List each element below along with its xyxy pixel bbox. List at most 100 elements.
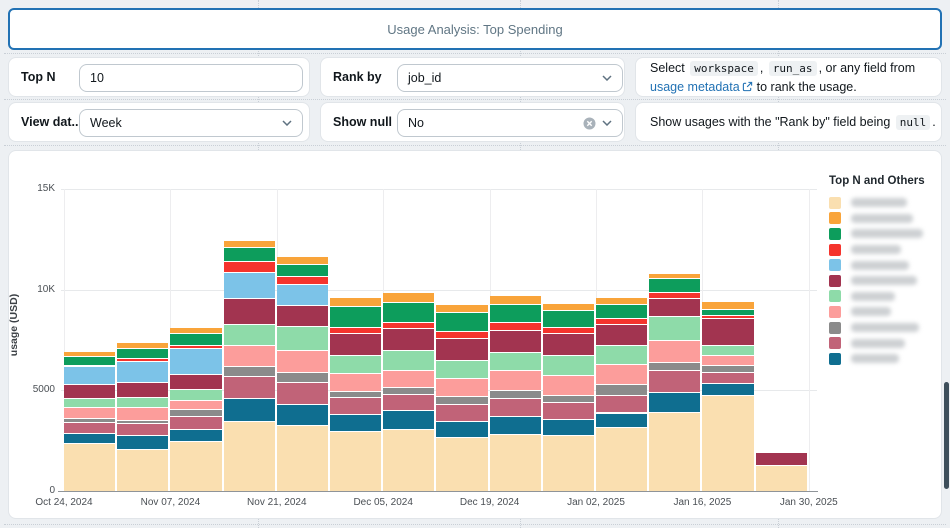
legend-item[interactable]	[829, 335, 937, 351]
bar-segment[interactable]	[649, 370, 701, 393]
bar-segment[interactable]	[596, 395, 648, 413]
bar-segment[interactable]	[117, 358, 169, 362]
bar-segment[interactable]	[330, 297, 382, 306]
bar-segment[interactable]	[596, 345, 648, 365]
bar-segment[interactable]	[542, 355, 594, 376]
bar-segment[interactable]	[649, 315, 701, 340]
bar-segment[interactable]	[170, 409, 222, 416]
bar-segment[interactable]	[117, 434, 169, 449]
bar-segment[interactable]	[117, 419, 169, 423]
bar-segment[interactable]	[64, 432, 116, 443]
legend-item[interactable]	[829, 226, 937, 242]
bar-segment[interactable]	[702, 383, 754, 396]
bar-segment[interactable]	[596, 323, 648, 346]
bar-segment[interactable]	[649, 392, 701, 413]
bar-segment[interactable]	[117, 422, 169, 435]
bar-segment[interactable]	[117, 407, 169, 420]
bar-segment[interactable]	[276, 325, 328, 351]
bar-segment[interactable]	[170, 389, 222, 401]
legend-item[interactable]	[829, 195, 937, 211]
bar-segment[interactable]	[276, 275, 328, 284]
bar-segment[interactable]	[383, 350, 435, 371]
legend-item[interactable]	[829, 242, 937, 258]
bar-segment[interactable]	[383, 292, 435, 302]
bar-segment[interactable]	[702, 301, 754, 309]
legend-item[interactable]	[829, 320, 937, 336]
bar-segment[interactable]	[489, 295, 541, 304]
bar-segment[interactable]	[542, 402, 594, 419]
bar-segment[interactable]	[117, 397, 169, 408]
bar-segment[interactable]	[276, 263, 328, 276]
legend-item[interactable]	[829, 304, 937, 320]
bar-segment[interactable]	[223, 420, 275, 491]
bar-segment[interactable]	[64, 356, 116, 365]
legend-item[interactable]	[829, 211, 937, 227]
bar-segment[interactable]	[170, 428, 222, 441]
bar-segment[interactable]	[223, 271, 275, 298]
bar-segment[interactable]	[489, 303, 541, 322]
bar-segment[interactable]	[276, 424, 328, 491]
bar-segment[interactable]	[223, 376, 275, 399]
bar-segment[interactable]	[755, 452, 807, 465]
bar-segment[interactable]	[436, 311, 488, 331]
bar-segment[interactable]	[383, 428, 435, 491]
bar-segment[interactable]	[755, 464, 807, 491]
bar-segment[interactable]	[436, 396, 488, 405]
bar-segment[interactable]	[223, 261, 275, 272]
bar-segment[interactable]	[383, 370, 435, 388]
bar-segment[interactable]	[489, 329, 541, 353]
bar-segment[interactable]	[702, 365, 754, 373]
bar-segment[interactable]	[223, 241, 275, 248]
bar-segment[interactable]	[330, 397, 382, 414]
legend-item[interactable]	[829, 289, 937, 305]
bar-segment[interactable]	[170, 440, 222, 491]
bar-segment[interactable]	[276, 283, 328, 305]
bar-segment[interactable]	[649, 291, 701, 298]
bar-segment[interactable]	[596, 412, 648, 427]
bar-segment[interactable]	[383, 387, 435, 395]
bar-segment[interactable]	[330, 373, 382, 392]
legend-item[interactable]	[829, 351, 937, 367]
bar-segment[interactable]	[64, 417, 116, 422]
bar-segment[interactable]	[64, 364, 116, 367]
bar-segment[interactable]	[649, 277, 701, 292]
bar-segment[interactable]	[436, 330, 488, 338]
bar-segment[interactable]	[64, 352, 116, 357]
bar-segment[interactable]	[489, 398, 541, 416]
legend-item[interactable]	[829, 257, 937, 273]
bar-segment[interactable]	[330, 430, 382, 491]
clear-icon[interactable]	[583, 117, 596, 130]
bar-segment[interactable]	[596, 426, 648, 491]
bar-segment[interactable]	[170, 345, 222, 349]
bar-segment[interactable]	[276, 372, 328, 383]
bar-segment[interactable]	[383, 301, 435, 322]
bar-segment[interactable]	[649, 362, 701, 371]
bar-segment[interactable]	[542, 395, 594, 403]
bar-segment[interactable]	[436, 420, 488, 437]
vertical-scrollbar-thumb[interactable]	[944, 382, 949, 489]
bar-segment[interactable]	[170, 374, 222, 390]
bar-segment[interactable]	[649, 297, 701, 316]
bar-segment[interactable]	[489, 321, 541, 330]
bar-segment[interactable]	[170, 348, 222, 375]
bar-segment[interactable]	[649, 412, 701, 491]
bar-segment[interactable]	[489, 390, 541, 399]
view-data-select[interactable]: Week	[79, 109, 303, 137]
bar-segment[interactable]	[64, 407, 116, 418]
bar-segment[interactable]	[223, 247, 275, 262]
bar-segment[interactable]	[436, 404, 488, 421]
bar-segment[interactable]	[702, 355, 754, 366]
bar-segment[interactable]	[702, 314, 754, 318]
bar-segment[interactable]	[170, 332, 222, 346]
bar-segment[interactable]	[64, 384, 116, 399]
bar-segment[interactable]	[649, 273, 701, 278]
bar-segment[interactable]	[64, 421, 116, 433]
bar-segment[interactable]	[64, 366, 116, 385]
bar-segment[interactable]	[596, 297, 648, 304]
bar-segment[interactable]	[702, 372, 754, 384]
bar-segment[interactable]	[330, 355, 382, 374]
bar-segment[interactable]	[330, 305, 382, 327]
bar-segment[interactable]	[383, 327, 435, 351]
bar-segment[interactable]	[276, 404, 328, 425]
bar-segment[interactable]	[542, 434, 594, 491]
